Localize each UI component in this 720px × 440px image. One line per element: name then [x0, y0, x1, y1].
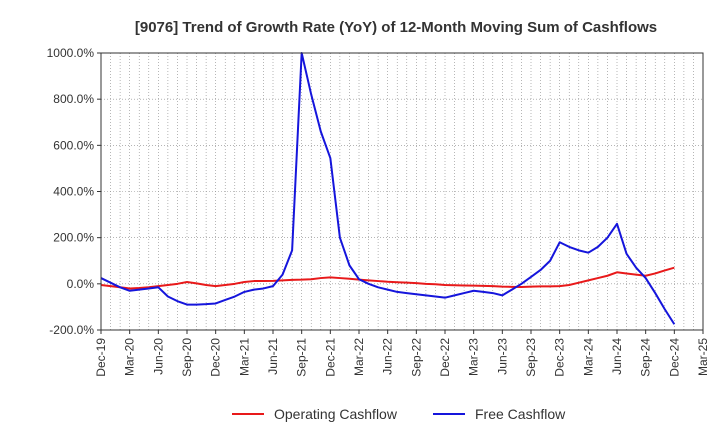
- chart-title: [9076] Trend of Growth Rate (YoY) of 12-…: [135, 19, 657, 36]
- x-tick-label: Dec-24: [667, 338, 681, 377]
- series-lines: [100, 52, 676, 325]
- y-tick-label: 200.0%: [53, 231, 94, 245]
- x-tick-label: Jun-24: [610, 338, 624, 375]
- legend-label-free-cashflow: Free Cashflow: [475, 406, 566, 422]
- x-tick-label: Mar-25: [696, 338, 710, 376]
- y-tick-label: 1000.0%: [47, 46, 95, 60]
- x-tick-label: Jun-23: [495, 338, 509, 375]
- grid: [101, 53, 703, 330]
- legend-item-operating-cashflow: Operating Cashflow: [232, 406, 398, 422]
- plot-frame: [100, 52, 704, 331]
- x-tick-label: Mar-23: [467, 338, 481, 376]
- x-tick-label: Sep-20: [180, 338, 194, 377]
- x-tick-label: Dec-21: [323, 338, 337, 377]
- series-line-operating-cashflow: [100, 266, 675, 290]
- x-tick-label: Sep-22: [409, 338, 423, 377]
- y-tick-label: 800.0%: [53, 92, 94, 106]
- legend-item-free-cashflow: Free Cashflow: [433, 406, 566, 422]
- x-tick-label: Sep-24: [639, 338, 653, 377]
- y-tick-label: -200.0%: [49, 323, 94, 337]
- x-tick-label: Mar-22: [352, 338, 366, 376]
- x-tick-label: Sep-21: [295, 338, 309, 377]
- x-tick-label: Dec-22: [438, 338, 452, 377]
- x-tick-label: Dec-19: [94, 338, 108, 377]
- x-tick-label: Sep-23: [524, 338, 538, 377]
- x-tick-label: Mar-24: [581, 338, 595, 376]
- x-axis: Dec-19 Mar-20 Jun-20 Sep-20 Dec-20 Mar-21 Jun-…: [94, 330, 710, 377]
- series-line-free-cashflow: [100, 52, 676, 325]
- y-axis: -200.0% 0.0% 200.0% 400.0% 600.0% 800.0% 1000.…: [47, 46, 101, 337]
- y-tick-label: 400.0%: [53, 185, 94, 199]
- legend-label-operating-cashflow: Operating Cashflow: [274, 406, 398, 422]
- x-tick-label: Mar-20: [123, 338, 137, 376]
- x-tick-label: Jun-20: [151, 338, 165, 375]
- x-tick-label: Jun-22: [381, 338, 395, 375]
- y-tick-label: 0.0%: [67, 277, 95, 291]
- legend: Operating Cashflow Free Cashflow: [232, 406, 566, 422]
- x-tick-label: Dec-23: [553, 338, 567, 377]
- y-tick-label: 600.0%: [53, 138, 94, 152]
- x-tick-label: Dec-20: [209, 338, 223, 377]
- x-tick-label: Jun-21: [266, 338, 280, 375]
- x-tick-label: Mar-21: [237, 338, 251, 376]
